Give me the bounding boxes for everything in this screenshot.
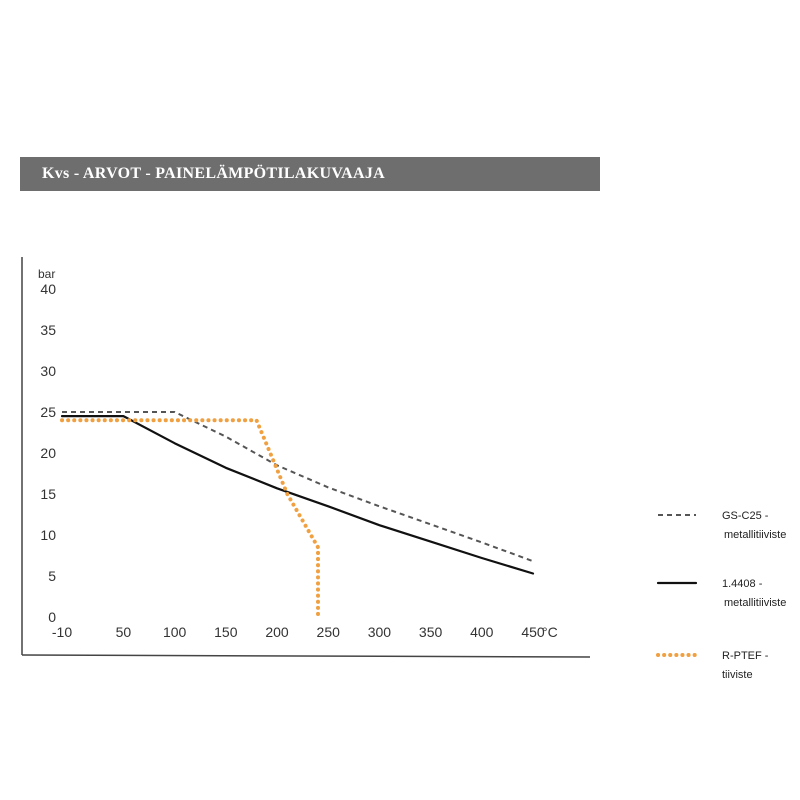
series-line-2	[60, 418, 320, 619]
y-tick-label: 35	[40, 322, 56, 338]
x-tick-label: 50	[116, 624, 132, 640]
series-lines	[60, 411, 535, 619]
y-tick-label: 10	[40, 527, 56, 543]
y-tick-label: 5	[48, 568, 56, 584]
x-tick-label: -10	[52, 624, 72, 640]
legend-label-1: metallitiiviste	[724, 597, 786, 609]
x-tick-label: 250	[317, 624, 341, 640]
x-tick-label: 200	[265, 624, 289, 640]
legend-label-2: R-PTEF -	[722, 650, 769, 662]
y-tick-label: 25	[40, 404, 56, 420]
y-tick-label: 15	[40, 486, 56, 502]
x-axis-line	[21, 654, 591, 658]
y-tick-label: 0	[48, 609, 56, 625]
x-tick-label: 450	[521, 624, 545, 640]
x-tick-label: 150	[214, 624, 238, 640]
legend-label-0: metallitiiviste	[724, 529, 786, 541]
series-line-0	[62, 411, 534, 563]
legend: GS-C25 - metallitiiviste 1.4408 - metalliti…	[656, 510, 786, 681]
y-tick-labels: 0 5 10 15 20 25 30 35 40	[40, 281, 56, 625]
x-tick-label: 350	[419, 624, 443, 640]
legend-label-1: 1.4408 -	[722, 578, 763, 590]
chart-title: Kvs - ARVOT - PAINELÄMPÖTILAKUVAAJA	[20, 157, 600, 191]
legend-label-0: GS-C25 -	[722, 510, 769, 522]
y-tick-label: 40	[40, 281, 56, 297]
x-tick-label: 400	[470, 624, 494, 640]
y-tick-label: 30	[40, 363, 56, 379]
x-tick-label: 300	[368, 624, 392, 640]
x-axis-unit: °C	[542, 624, 558, 640]
x-tick-label: 100	[163, 624, 187, 640]
series-line-1	[60, 415, 535, 575]
y-axis-unit: bar	[38, 267, 55, 281]
x-tick-labels: -10 50 100 150 200 250 300 350 400 450	[52, 624, 545, 640]
y-tick-label: 20	[40, 445, 56, 461]
legend-label-2: tiiviste	[722, 669, 753, 681]
